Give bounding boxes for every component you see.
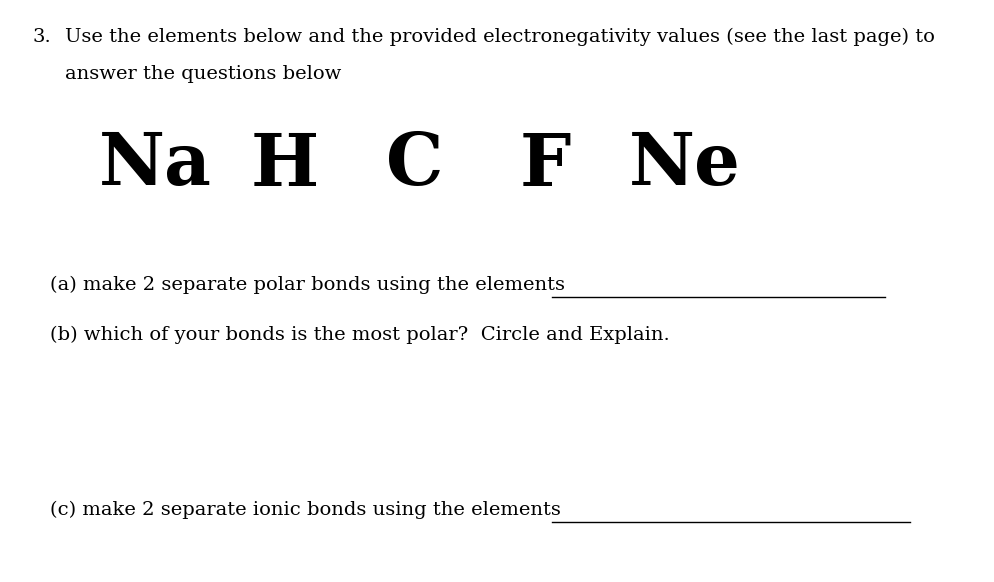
Text: Ne: Ne [629, 130, 741, 201]
Text: (a) make 2 separate polar bonds using the elements: (a) make 2 separate polar bonds using th… [50, 276, 565, 294]
Text: (c) make 2 separate ionic bonds using the elements: (c) make 2 separate ionic bonds using th… [50, 501, 561, 519]
Text: Use the elements below and the provided electronegativity values (see the last p: Use the elements below and the provided … [65, 28, 935, 46]
Text: H: H [250, 130, 319, 201]
Text: F: F [519, 130, 571, 201]
Text: 3.: 3. [32, 28, 51, 46]
Text: C: C [387, 130, 443, 201]
Text: Na: Na [98, 130, 212, 201]
Text: (b) which of your bonds is the most polar?  Circle and Explain.: (b) which of your bonds is the most pola… [50, 326, 670, 344]
Text: answer the questions below: answer the questions below [65, 65, 341, 83]
